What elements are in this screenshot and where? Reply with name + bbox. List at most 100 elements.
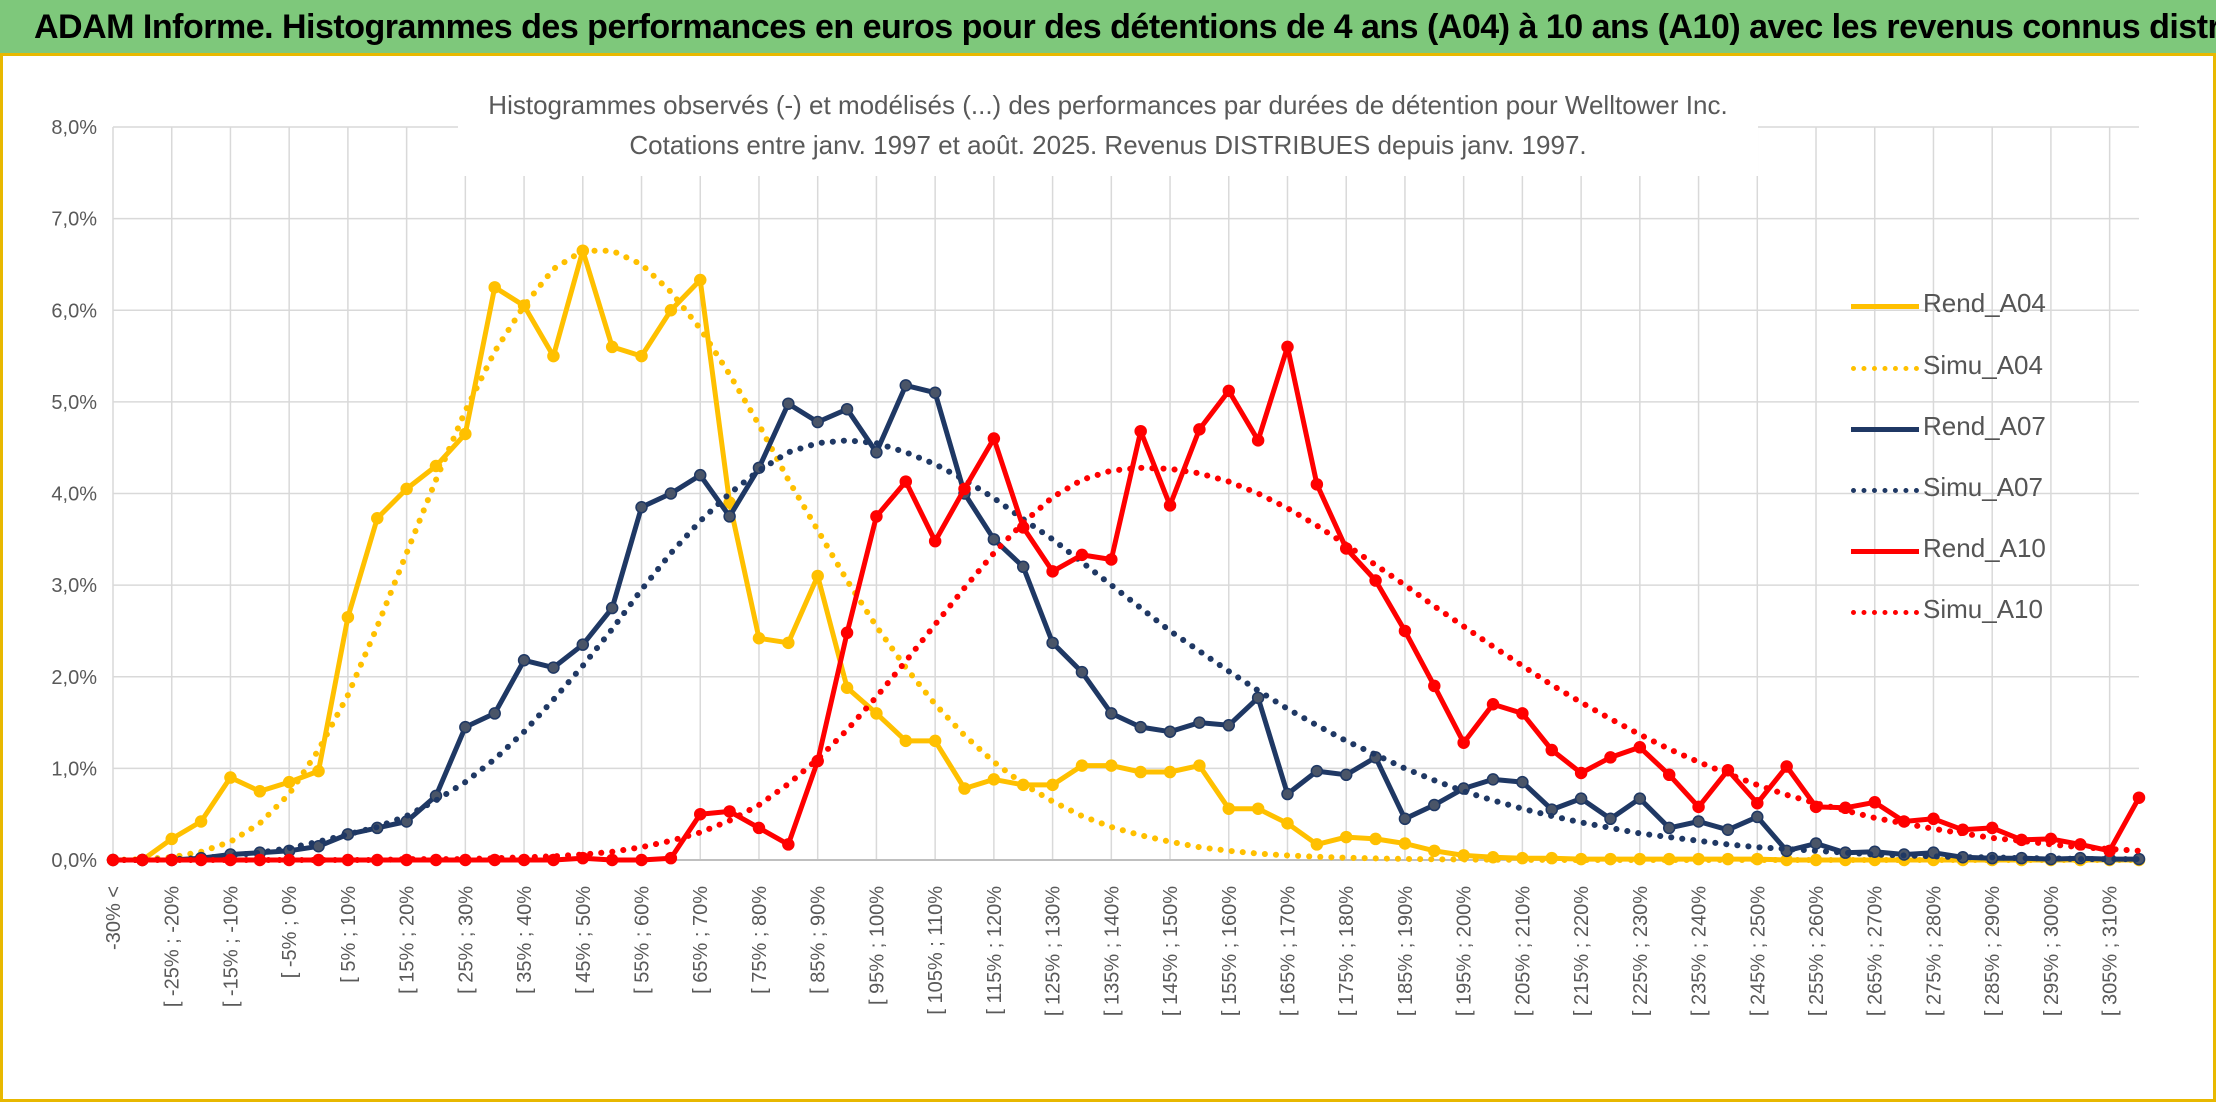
data-point bbox=[1398, 624, 1412, 638]
data-point bbox=[312, 764, 325, 778]
data-point bbox=[1633, 741, 1647, 754]
data-point bbox=[987, 773, 1001, 786]
data-point bbox=[811, 569, 824, 583]
data-point bbox=[1046, 636, 1059, 650]
data-point bbox=[1516, 775, 1529, 789]
data-point bbox=[371, 511, 384, 525]
data-point bbox=[194, 815, 208, 828]
x-tick-label: [ 55% ; 60% bbox=[632, 886, 654, 994]
legend-label: Simu_A10 bbox=[1923, 594, 2043, 624]
data-point bbox=[1486, 773, 1500, 786]
series-layer bbox=[106, 244, 2146, 867]
x-tick-label: [ 235% ; 240% bbox=[1689, 886, 1711, 1016]
x-tick-label: [ 175% ; 180% bbox=[1336, 886, 1358, 1016]
data-point bbox=[1016, 560, 1030, 574]
data-point bbox=[782, 636, 795, 650]
data-point bbox=[693, 807, 707, 821]
data-point bbox=[1222, 384, 1236, 398]
data-point bbox=[1134, 720, 1147, 734]
performance-histogram-chart: 0,0% 1,0% 2,0% 3,0% 4,0% 5,0% 6,0% 7,0% 8,0% -30… bbox=[51, 84, 2146, 1016]
data-point bbox=[1281, 340, 1294, 354]
y-tick-label: 1,0% bbox=[51, 758, 97, 780]
data-point bbox=[459, 427, 472, 441]
data-point bbox=[1105, 759, 1118, 772]
series-rend-a07 bbox=[106, 379, 2146, 867]
data-point bbox=[165, 832, 178, 846]
y-tick-label: 8,0% bbox=[51, 117, 97, 139]
x-tick-label: [ 105% ; 110% bbox=[925, 886, 947, 1015]
x-axis-ticks: -30% < [ -25% ; -20% [ -15% ; -10% [ -5% ; … bbox=[103, 886, 2122, 1016]
data-point bbox=[547, 349, 560, 363]
data-point bbox=[752, 632, 766, 645]
data-point bbox=[1075, 665, 1089, 679]
data-point bbox=[1486, 697, 1500, 711]
title-background bbox=[458, 84, 1758, 176]
data-point bbox=[1751, 796, 1764, 810]
data-point bbox=[1251, 434, 1265, 447]
data-point bbox=[664, 851, 678, 865]
data-point bbox=[1310, 838, 1324, 851]
data-point bbox=[870, 707, 883, 720]
x-tick-label: [ 135% ; 140% bbox=[1101, 886, 1123, 1016]
data-point bbox=[693, 468, 707, 482]
data-point bbox=[1927, 812, 1940, 826]
data-point bbox=[928, 534, 942, 548]
data-point bbox=[1428, 679, 1441, 693]
series-line bbox=[113, 344, 2142, 863]
data-point bbox=[1868, 796, 1881, 809]
data-point bbox=[1369, 832, 1382, 846]
x-tick-label: [ 25% ; 30% bbox=[455, 886, 477, 994]
data-point bbox=[1222, 802, 1236, 815]
data-point bbox=[1251, 802, 1265, 815]
data-point bbox=[723, 510, 736, 523]
data-point bbox=[576, 638, 590, 651]
data-point bbox=[928, 734, 942, 748]
chart-frame: 0,0% 1,0% 2,0% 3,0% 4,0% 5,0% 6,0% 7,0% 8,0% -30… bbox=[0, 56, 2216, 1102]
data-point bbox=[1281, 817, 1294, 830]
data-point bbox=[1163, 765, 1177, 779]
x-tick-label: [ 85% ; 90% bbox=[808, 886, 830, 994]
x-tick-label: [ 295% ; 300% bbox=[2041, 886, 2063, 1016]
legend-item-simu-a07: Simu_A07 bbox=[1851, 472, 2151, 512]
legend-swatch bbox=[1851, 488, 1919, 493]
chart-subtitle: Cotations entre janv. 1997 et août. 2025… bbox=[629, 130, 1586, 160]
data-point bbox=[1339, 768, 1353, 782]
legend-label: Rend_A07 bbox=[1923, 411, 2046, 441]
x-tick-label: [ -5% ; 0% bbox=[279, 886, 301, 978]
data-point bbox=[1222, 719, 1236, 732]
series-line bbox=[110, 437, 2142, 863]
x-tick-label: [ 95% ; 100% bbox=[866, 886, 888, 1005]
x-tick-label: [ 145% ; 150% bbox=[1160, 886, 1182, 1016]
data-point bbox=[635, 853, 648, 867]
data-point bbox=[1310, 478, 1324, 491]
data-point bbox=[1046, 778, 1059, 792]
x-tick-label: [ 15% ; 20% bbox=[397, 886, 419, 994]
data-point bbox=[1574, 792, 1588, 805]
data-point bbox=[1105, 553, 1118, 566]
data-point bbox=[282, 775, 296, 789]
x-tick-label: [ 5% ; 10% bbox=[338, 886, 360, 983]
data-point bbox=[1604, 751, 1617, 764]
data-point bbox=[1075, 548, 1089, 562]
legend-swatch bbox=[1851, 610, 1919, 615]
x-tick-label: [ -15% ; -10% bbox=[220, 886, 242, 1007]
data-point bbox=[1046, 565, 1059, 578]
y-tick-label: 3,0% bbox=[51, 575, 97, 597]
x-tick-label: [ 265% ; 270% bbox=[1865, 886, 1887, 1016]
data-point bbox=[1604, 812, 1617, 826]
data-point bbox=[605, 601, 619, 615]
data-point bbox=[1545, 743, 1559, 757]
data-point bbox=[224, 771, 237, 784]
data-point bbox=[517, 654, 531, 667]
y-tick-label: 6,0% bbox=[51, 300, 97, 322]
chart-title: Histogrammes observés (-) et modélisés (… bbox=[488, 90, 1727, 120]
series-rend-a10 bbox=[106, 340, 2146, 867]
data-point bbox=[664, 487, 678, 500]
data-point bbox=[1780, 760, 1793, 773]
y-axis-ticks: 0,0% 1,0% 2,0% 3,0% 4,0% 5,0% 6,0% 7,0% 8,0% bbox=[51, 117, 97, 872]
data-point bbox=[870, 446, 883, 459]
x-tick-label: [ 205% ; 210% bbox=[1512, 886, 1534, 1016]
data-point bbox=[1692, 815, 1705, 828]
data-point bbox=[1428, 844, 1441, 858]
legend-label: Simu_A04 bbox=[1923, 350, 2043, 380]
